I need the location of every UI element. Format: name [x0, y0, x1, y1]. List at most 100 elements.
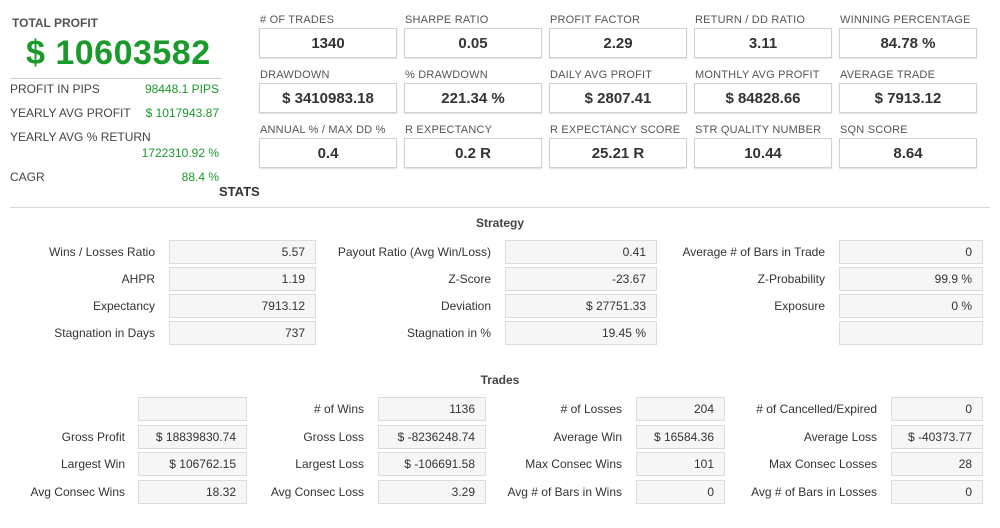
metric-card: DAILY AVG PROFIT $ 2807.41 — [549, 69, 687, 122]
yearly-avg-profit-row: YEARLY AVG PROFIT $ 1017943.87 — [10, 106, 222, 120]
metric-label: RETURN / DD RATIO — [695, 14, 806, 26]
strategy-value: 0 — [839, 240, 983, 264]
trades-label: Largest Win — [60, 457, 125, 471]
total-profit-value: $ 10603582 — [26, 34, 211, 72]
cagr-value: 88.4 % — [181, 170, 219, 184]
trades-label: Max Consec Losses — [768, 457, 877, 471]
strategy-label: Stagnation in Days — [54, 326, 155, 340]
metric-value: 221.34 % — [404, 83, 542, 113]
trades-value: $ 18839830.74 — [138, 425, 247, 449]
metric-value: $ 7913.12 — [839, 83, 977, 113]
metric-card: R EXPECTANCY SCORE 25.21 R — [549, 124, 687, 177]
metric-card: STR QUALITY NUMBER 10.44 — [694, 124, 832, 177]
yearly-avg-return-row: YEARLY AVG % RETURN 1722310.92 % — [10, 130, 222, 160]
metric-value: 2.29 — [549, 28, 687, 58]
trades-label: Gross Profit — [61, 430, 125, 444]
metric-card: % DRAWDOWN 221.34 % — [404, 69, 542, 122]
strategy-value: 737 — [169, 321, 316, 345]
metric-value: 8.64 — [839, 138, 977, 168]
metric-label: SHARPE RATIO — [405, 14, 489, 26]
trades-label: Avg # of Bars in Wins — [507, 485, 623, 499]
metric-label: STR QUALITY NUMBER — [695, 124, 822, 136]
trades-label: # of Wins — [313, 402, 364, 416]
metric-value: 0.4 — [259, 138, 397, 168]
metric-label: R EXPECTANCY — [405, 124, 493, 136]
trades-value: 3.29 — [378, 480, 486, 504]
strategy-value: 19.45 % — [505, 321, 657, 345]
total-profit-label: TOTAL PROFIT — [12, 16, 98, 30]
metric-label: SQN SCORE — [840, 124, 908, 136]
metric-value: 0.05 — [404, 28, 542, 58]
profit-in-pips-row: PROFIT IN PIPS 98448.1 PIPS — [10, 82, 222, 96]
metric-value: 10.44 — [694, 138, 832, 168]
strategy-value: 5.57 — [169, 240, 316, 264]
trades-label: # of Losses — [560, 402, 622, 416]
trades-label: Average Win — [553, 430, 622, 444]
yearly-avg-return-value: 1722310.92 % — [141, 146, 219, 160]
metric-card: MONTHLY AVG PROFIT $ 84828.66 — [694, 69, 832, 122]
strategy-label: Average # of Bars in Trade — [682, 245, 825, 259]
yearly-avg-return-label: YEARLY AVG % RETURN — [10, 130, 151, 144]
strategy-label: Z-Score — [448, 272, 491, 286]
metric-value: 84.78 % — [839, 28, 977, 58]
metric-label: # OF TRADES — [260, 14, 335, 26]
metric-value: 0.2 R — [404, 138, 542, 168]
trades-value: $ -106691.58 — [378, 452, 486, 476]
trades-value: 0 — [891, 480, 983, 504]
metric-card: ANNUAL % / MAX DD % 0.4 — [259, 124, 397, 177]
trades-label: Avg Consec Wins — [30, 485, 125, 499]
strategy-label: Exposure — [774, 299, 825, 313]
metric-card: SHARPE RATIO 0.05 — [404, 14, 542, 67]
strategy-label: Deviation — [440, 299, 491, 313]
strategy-label: AHPR — [121, 272, 155, 286]
stats-heading: STATS — [219, 184, 260, 199]
metric-label: PROFIT FACTOR — [550, 14, 641, 26]
metric-card: AVERAGE TRADE $ 7913.12 — [839, 69, 977, 122]
metric-value: $ 84828.66 — [694, 83, 832, 113]
metric-label: R EXPECTANCY SCORE — [550, 124, 681, 136]
strategy-value: 0 % — [839, 294, 983, 318]
strategy-label: Expectancy — [92, 299, 155, 313]
profit-in-pips-label: PROFIT IN PIPS — [10, 82, 100, 96]
metric-card: RETURN / DD RATIO 3.11 — [694, 14, 832, 67]
strategy-value: 1.19 — [169, 267, 316, 291]
trades-label: Max Consec Wins — [525, 457, 622, 471]
metric-value: 3.11 — [694, 28, 832, 58]
strategy-label: Z-Probability — [757, 272, 825, 286]
strategy-label: Wins / Losses Ratio — [48, 245, 155, 259]
strategy-label: Payout Ratio (Avg Win/Loss) — [337, 245, 491, 259]
metric-card: DRAWDOWN $ 3410983.18 — [259, 69, 397, 122]
trades-value: $ -8236248.74 — [378, 425, 486, 449]
metric-value: $ 3410983.18 — [259, 83, 397, 113]
metric-value: 25.21 R — [549, 138, 687, 168]
profit-in-pips-value: 98448.1 PIPS — [144, 82, 219, 96]
metric-label: DRAWDOWN — [260, 69, 330, 81]
strategy-value: 0.41 — [505, 240, 657, 264]
trades-value: $ 16584.36 — [636, 425, 725, 449]
trades-value: 28 — [891, 452, 983, 476]
trades-label: Gross Loss — [303, 430, 364, 444]
strategy-value: 99.9 % — [839, 267, 983, 291]
summary-divider — [10, 78, 222, 79]
strategy-label: Stagnation in % — [406, 326, 491, 340]
metric-card: WINNING PERCENTAGE 84.78 % — [839, 14, 977, 67]
strategy-value: $ 27751.33 — [505, 294, 657, 318]
strategy-value: 7913.12 — [169, 294, 316, 318]
trades-value: 1136 — [378, 397, 486, 421]
trades-value: $ 106762.15 — [138, 452, 247, 476]
strategy-heading: Strategy — [475, 216, 525, 230]
trades-value: 0 — [636, 480, 725, 504]
trades-label: Average Loss — [803, 430, 877, 444]
cagr-label: CAGR — [10, 170, 45, 184]
metric-value: 1340 — [259, 28, 397, 58]
trades-label: Largest Loss — [295, 457, 364, 471]
metric-label: % DRAWDOWN — [405, 69, 488, 81]
trades-heading: Trades — [480, 373, 520, 387]
metric-label: WINNING PERCENTAGE — [840, 14, 971, 26]
metric-value: $ 2807.41 — [549, 83, 687, 113]
trades-label: # of Cancelled/Expired — [756, 402, 877, 416]
metric-label: AVERAGE TRADE — [840, 69, 936, 81]
strategy-value — [839, 321, 983, 345]
stats-divider — [10, 207, 990, 208]
trades-value — [138, 397, 247, 421]
